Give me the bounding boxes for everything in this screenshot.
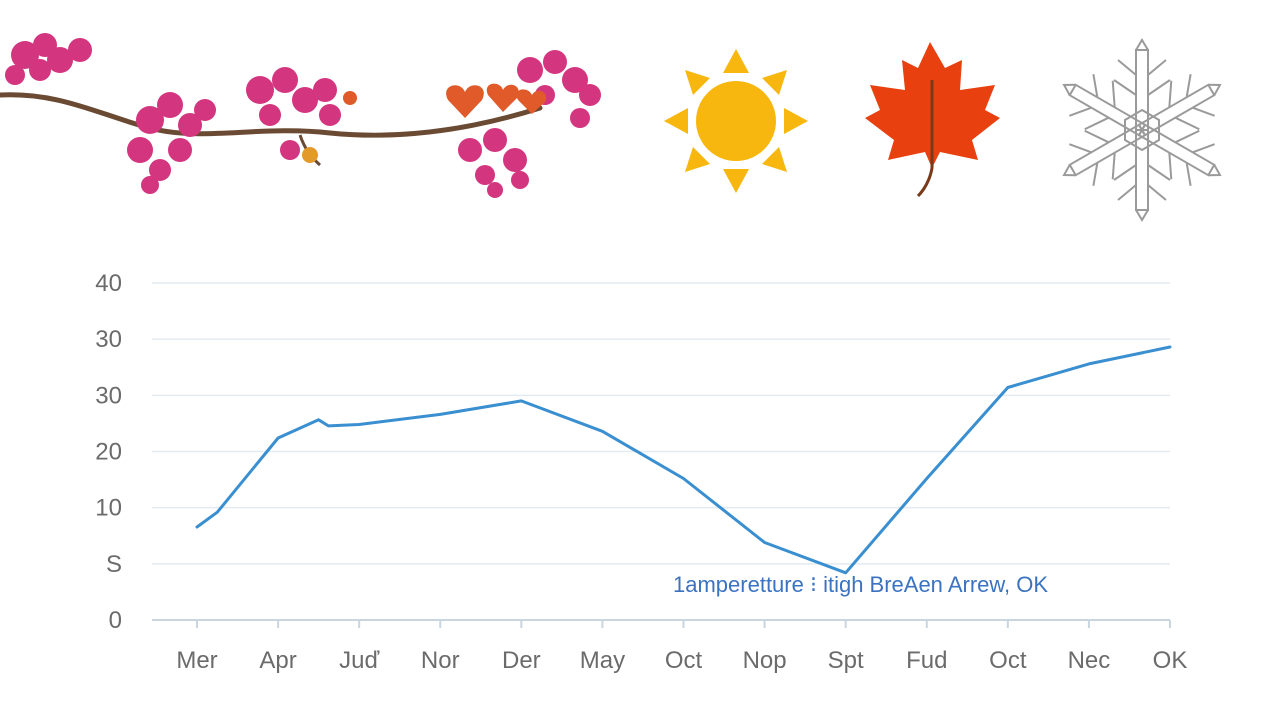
x-tick-label: Mer <box>176 647 217 674</box>
series-layer <box>195 345 1172 575</box>
snowflake-icon <box>1049 38 1235 221</box>
y-tick-label: 30 <box>95 326 122 353</box>
y-axis-labels: 0 S 10 20 30 30 40 <box>95 270 122 634</box>
x-tick-label: Der <box>502 647 541 674</box>
x-tick-label: Oct <box>665 647 703 674</box>
sun-icon <box>664 49 808 193</box>
y-tick-label: 10 <box>95 495 122 522</box>
maple-leaf-icon <box>865 42 1000 198</box>
x-tick-label: Juď <box>339 647 379 674</box>
x-tick-label: Nop <box>743 647 787 674</box>
y-tick-label: 40 <box>95 270 122 297</box>
x-tick-label: May <box>580 647 625 674</box>
x-axis-labels: Mer Apr Juď Nor Der May Oct Nop Spt Fud Oct Nec OK <box>176 647 1187 674</box>
chart-annotation: 1amperetture ⁝ itigh BreAen Arrew, OK <box>673 572 1048 597</box>
y-tick-label: 0 <box>109 607 122 634</box>
x-tick-label: Spt <box>828 647 864 674</box>
x-tick-label: Fud <box>906 647 947 674</box>
y-tick-label: 20 <box>95 439 122 466</box>
x-tick-label: OK <box>1153 647 1188 674</box>
redbud-branch-icon <box>0 33 601 198</box>
x-axis <box>152 619 1171 628</box>
x-tick-label: Oct <box>989 647 1027 674</box>
series-line <box>195 345 1172 575</box>
x-tick-label: Nor <box>421 647 460 674</box>
x-tick-label: Apr <box>259 647 296 674</box>
y-tick-label: S <box>106 551 122 578</box>
y-tick-label: 30 <box>95 382 122 409</box>
gridlines <box>152 282 1170 565</box>
seasons-banner <box>0 33 1235 221</box>
x-tick-label: Nec <box>1068 647 1111 674</box>
